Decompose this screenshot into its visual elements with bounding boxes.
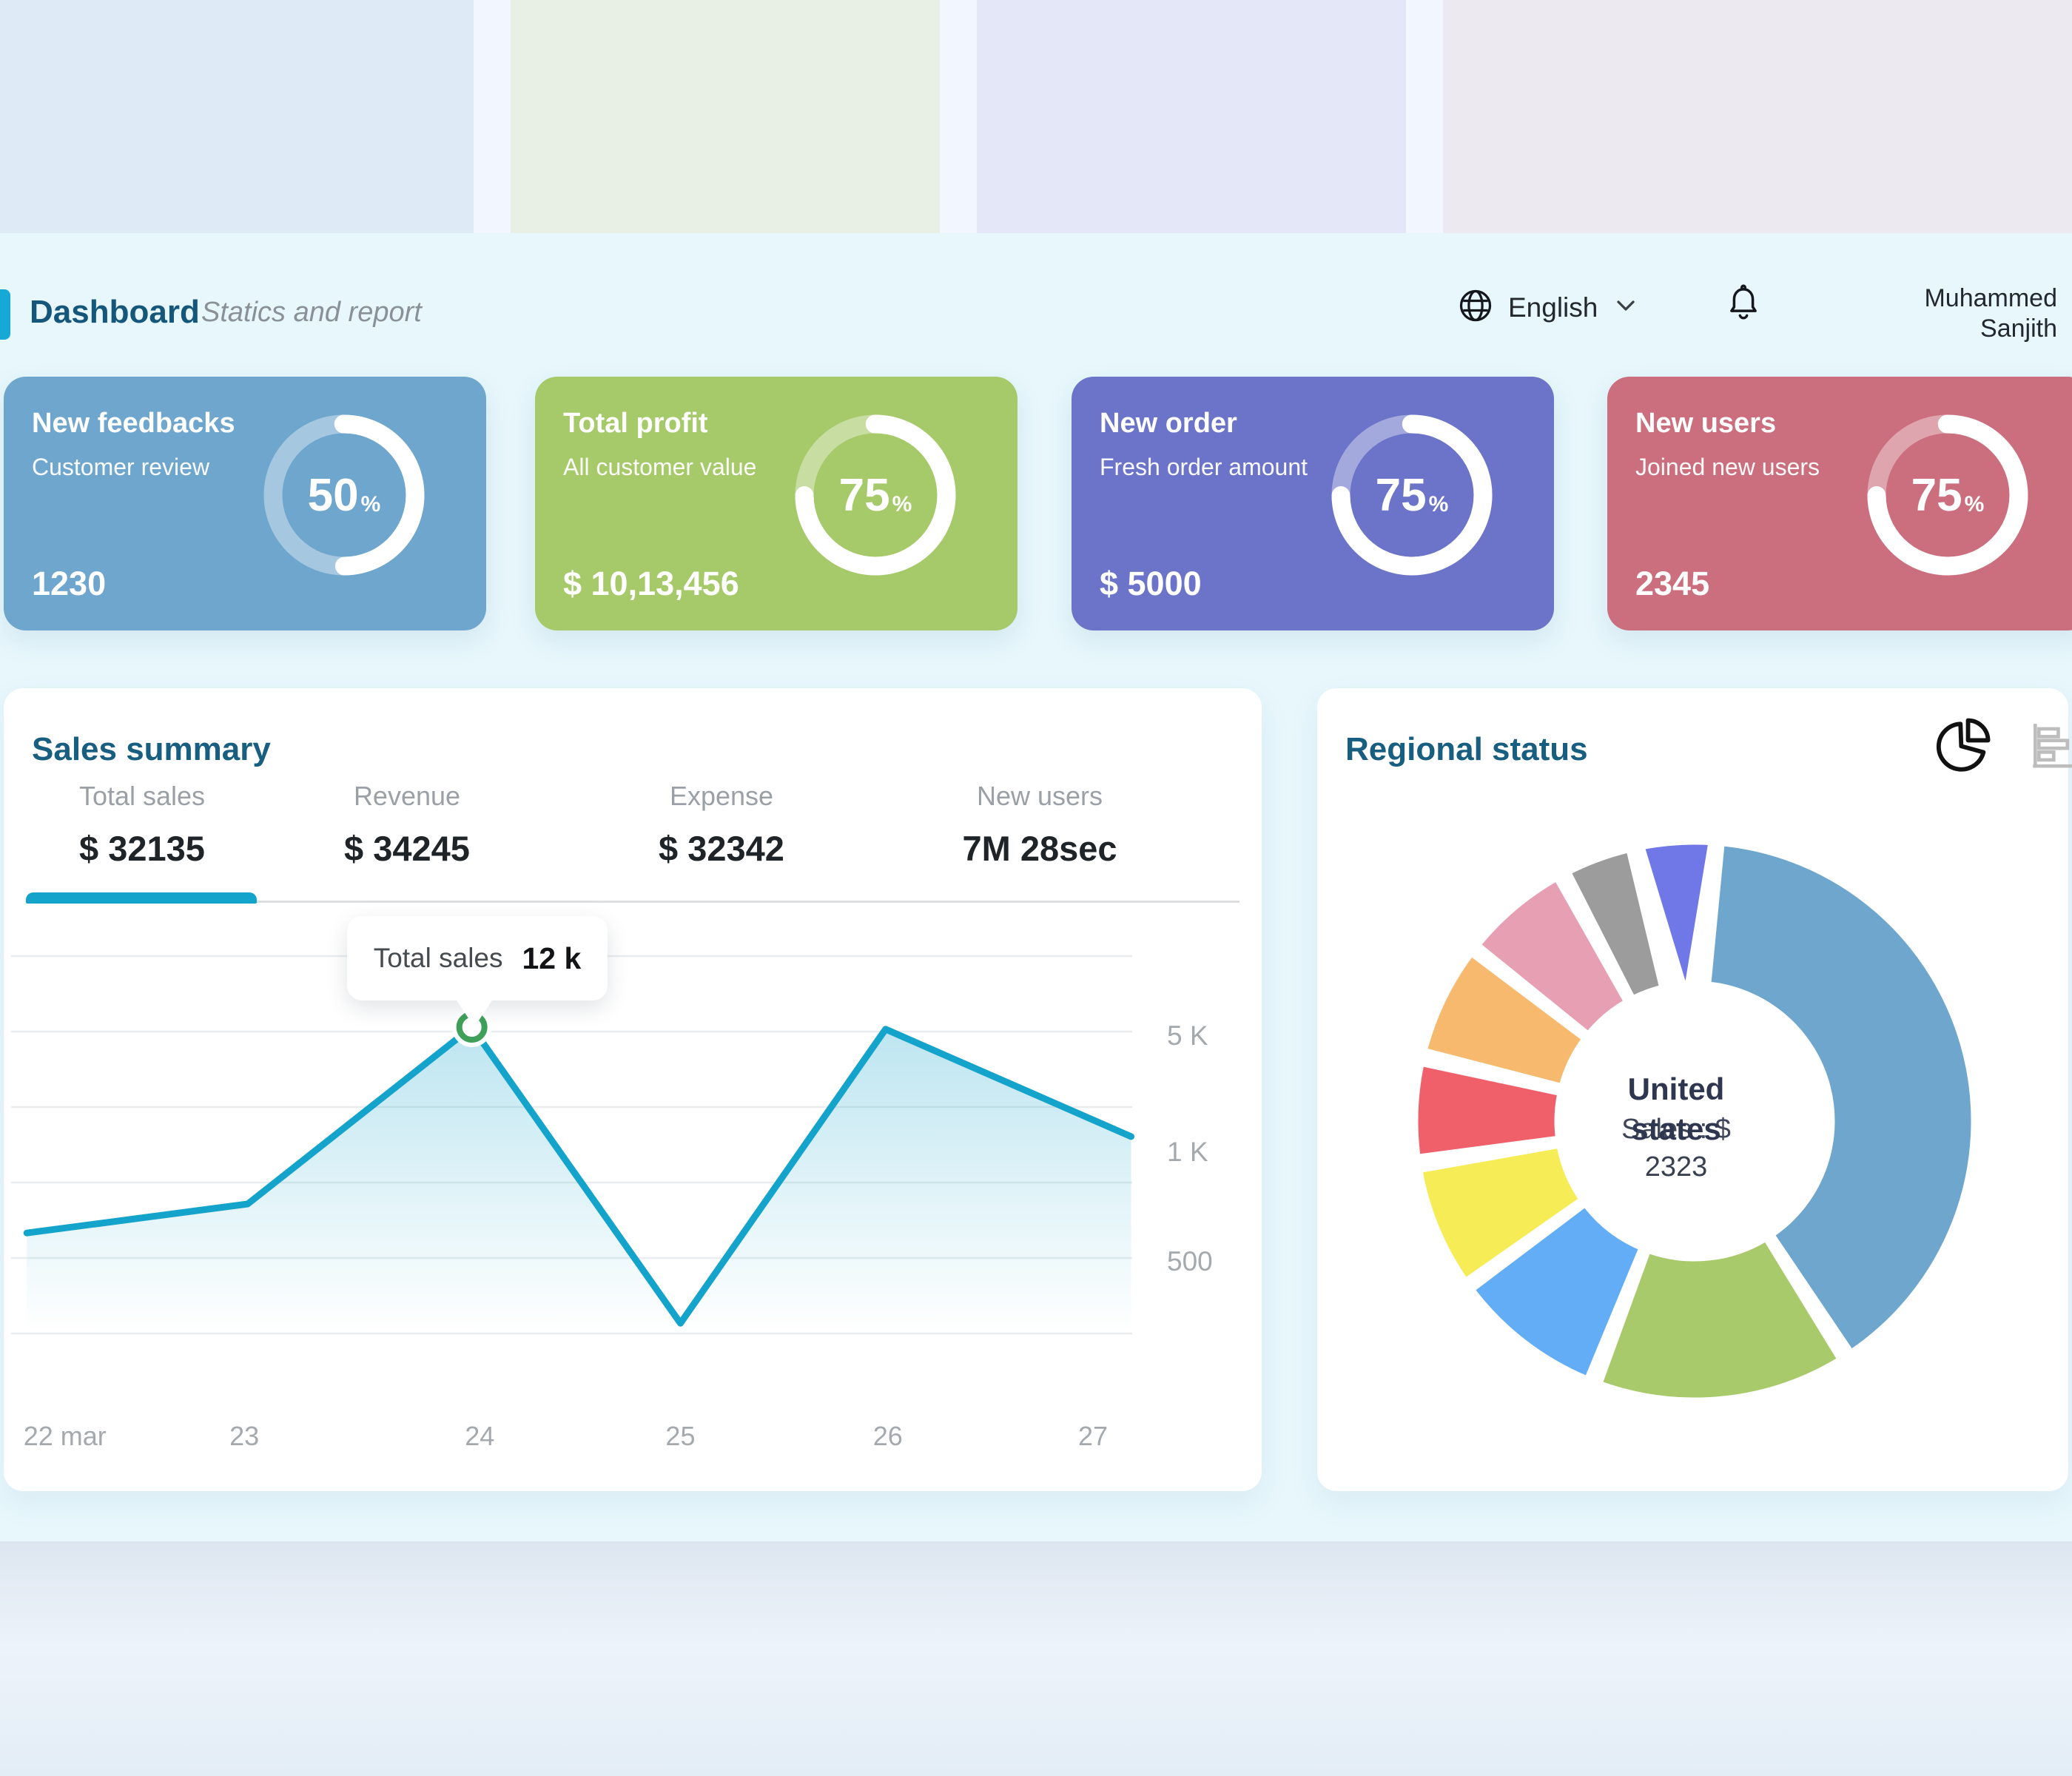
x-tick-24: 24	[465, 1421, 495, 1451]
tabs-divider	[26, 901, 1240, 903]
percent-sign: %	[1964, 492, 1985, 517]
tab-value: $ 32342	[659, 829, 784, 868]
donut-segment-red[interactable]	[1411, 1059, 1564, 1161]
stat-card-value: 2345	[1635, 565, 1710, 602]
donut-segment-purple[interactable]	[1638, 838, 1715, 999]
sales-summary-panel: Sales summary Total sales $ 32135 Revenue $…	[4, 688, 1262, 1491]
donut-segment-yellow[interactable]	[1416, 1141, 1586, 1285]
progress-ring: 75%	[1859, 406, 2036, 584]
donut-segment-orange[interactable]	[1420, 949, 1589, 1091]
banner-block-pastel-pink	[1443, 0, 2072, 233]
regional-status-title: Regional status	[1345, 731, 1588, 767]
stat-card-title: Total profit	[563, 408, 708, 439]
stat-card-value: $ 10,13,456	[563, 565, 739, 602]
progress-percent: 50	[307, 469, 359, 521]
donut-segment-light-blue[interactable]	[1467, 1200, 1646, 1383]
bell-icon	[1723, 284, 1764, 328]
sales-summary-title: Sales summary	[32, 731, 271, 767]
tab-label: New users	[976, 781, 1103, 811]
page-subtitle: Statics and report	[201, 297, 422, 328]
stat-card-value: $ 5000	[1100, 565, 1202, 602]
donut-region-line2: states	[1631, 1111, 1721, 1146]
pie-chart-view-icon[interactable]	[1931, 716, 1992, 781]
x-tick-23: 23	[229, 1421, 260, 1451]
chevron-down-icon	[1611, 291, 1641, 324]
stat-card-new-feedbacks: New feedbacks Customer review 1230 50%	[4, 377, 486, 630]
progress-percent: 75	[1375, 469, 1427, 521]
stat-card-subtitle: Fresh order amount	[1100, 454, 1308, 480]
stat-card-subtitle: Customer review	[32, 454, 210, 480]
tab-value: $ 34245	[344, 829, 470, 868]
donut-sales-label: Sales : $	[1621, 1114, 1731, 1145]
x-tick-27: 27	[1077, 1421, 1108, 1451]
bar-chart-view-icon[interactable]	[2026, 719, 2072, 778]
tab-label: Revenue	[353, 781, 461, 811]
donut-region-line1: United	[1627, 1072, 1725, 1106]
stat-card-title: New feedbacks	[32, 408, 235, 439]
tooltip-label: Total sales	[373, 943, 503, 973]
banner-block-pastel-green	[511, 0, 940, 233]
progress-ring: 75%	[1323, 406, 1501, 584]
tab-expense[interactable]: Expense $ 32342	[596, 781, 847, 869]
tab-revenue[interactable]: Revenue $ 34245	[281, 781, 533, 869]
x-tick-22-mar: 22 mar	[23, 1421, 107, 1451]
y-tick-500: 500	[1167, 1245, 1213, 1276]
page-title: Dashboard	[30, 294, 200, 330]
regional-status-panel: Regional status United Sales : $ states …	[1317, 688, 2072, 1491]
tab-new-users[interactable]: New users 7M 28sec	[914, 781, 1166, 869]
header-bar: Dashboard Statics and report English	[0, 233, 2072, 381]
notifications-button[interactable]	[1723, 283, 1764, 329]
donut-sales-value: 2323	[1644, 1151, 1708, 1183]
user-name-line1: Muhammed	[1924, 284, 2057, 312]
donut-segment-steel-blue[interactable]	[1704, 839, 1978, 1356]
banner-block-pastel-lavender	[977, 0, 1406, 233]
banner-block-pastel-blue	[0, 0, 474, 233]
tab-label: Expense	[669, 781, 774, 811]
progress-ring: 50%	[255, 406, 433, 584]
title-accent-bar	[0, 289, 10, 340]
donut-segment-pink[interactable]	[1473, 874, 1631, 1039]
tab-total-sales[interactable]: Total sales $ 32135	[16, 781, 268, 869]
chart-tooltip: Total sales 12 k	[347, 916, 608, 1027]
user-name[interactable]: Muhammed Sanjith	[1761, 283, 2057, 345]
user-name-line2: Sanjith	[1980, 314, 2057, 343]
percent-sign: %	[1428, 492, 1449, 517]
tab-value: $ 32135	[79, 829, 205, 868]
progress-percent: 75	[1911, 469, 1962, 521]
bottom-band	[0, 1541, 2072, 1776]
stat-card-new-users: New users Joined new users 2345 75%	[1607, 377, 2072, 630]
stat-card-subtitle: All customer value	[563, 454, 757, 480]
percent-sign: %	[360, 492, 381, 517]
tooltip-value: 12 k	[522, 941, 582, 975]
progress-percent: 75	[838, 469, 890, 521]
stat-card-value: 1230	[32, 565, 107, 602]
x-tick-26: 26	[872, 1421, 903, 1451]
stat-card-new-order: New order Fresh order amount $ 5000 75%	[1072, 377, 1554, 630]
donut-segment-green[interactable]	[1595, 1234, 1845, 1405]
top-banner-strip	[0, 0, 2072, 233]
y-tick-1-k: 1 K	[1167, 1136, 1208, 1167]
progress-ring: 75%	[787, 406, 964, 584]
tab-value: 7M 28sec	[962, 829, 1117, 868]
percent-sign: %	[892, 492, 912, 517]
stat-card-subtitle: Joined new users	[1635, 454, 1820, 480]
language-selector[interactable]: English	[1456, 286, 1641, 329]
tab-label: Total sales	[78, 781, 206, 811]
active-tab-indicator	[26, 892, 257, 904]
stat-card-title: New users	[1635, 408, 1777, 439]
regional-donut-chart	[1411, 838, 1978, 1405]
globe-icon	[1456, 286, 1495, 329]
donut-segment-gray[interactable]	[1564, 845, 1666, 1003]
stat-card-title: New order	[1100, 408, 1237, 439]
donut-center-label: United Sales : $ states 2323	[1491, 1072, 1861, 1183]
stat-card-total-profit: Total profit All customer value $ 10,13,45…	[535, 377, 1018, 630]
x-tick-25: 25	[665, 1421, 696, 1451]
language-label: English	[1508, 292, 1598, 323]
y-tick-5-k: 5 K	[1167, 1020, 1208, 1052]
sales-line-chart	[11, 955, 1134, 1335]
